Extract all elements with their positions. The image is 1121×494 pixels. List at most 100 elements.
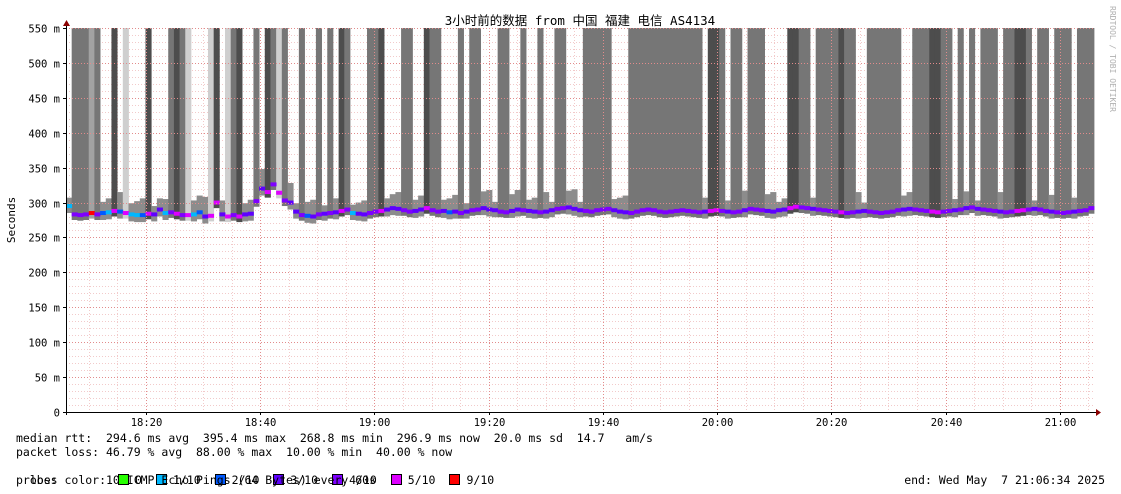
- smoke-band: [88, 28, 95, 219]
- smoke-band: [105, 198, 112, 220]
- smoke-band: [457, 28, 464, 219]
- smoke-band: [702, 197, 709, 219]
- smoke-band: [781, 198, 788, 217]
- median-rtt-segment: [952, 208, 959, 213]
- loss-legend-item: 4/10: [332, 473, 377, 487]
- y-axis-arrow-icon: [63, 20, 70, 26]
- smoke-band: [423, 28, 430, 214]
- smoke-band: [878, 28, 885, 219]
- smoke-band: [736, 28, 743, 218]
- smoke-band: [792, 28, 800, 213]
- smoke-band: [628, 28, 635, 219]
- smoke-band: [253, 28, 260, 207]
- smoke-band: [509, 194, 516, 218]
- median-rtt-segment: [457, 211, 464, 216]
- median-rtt-segment: [940, 209, 947, 214]
- median-rtt-segment: [526, 208, 533, 213]
- smoke-band: [849, 28, 856, 218]
- smoke-band: [696, 28, 703, 218]
- median-rtt-segment: [406, 209, 413, 214]
- median-rtt-segment: [315, 212, 322, 217]
- median-rtt-segment: [838, 210, 845, 215]
- smoke-band: [168, 28, 175, 218]
- smoke-band: [707, 28, 714, 217]
- y-tick-label: 50 m: [35, 373, 60, 385]
- median-rtt-segment: [151, 212, 158, 217]
- median-rtt-segment: [832, 209, 839, 214]
- median-rtt-segment: [917, 208, 925, 213]
- y-tick-label: 450 m: [28, 94, 60, 106]
- loss-color-legend: loss color: 0 1/10 2/10 3/10 4/10 5/10 9/10: [16, 459, 508, 487]
- smoke-band: [639, 28, 646, 216]
- median-rtt-segment: [844, 211, 851, 216]
- median-rtt-segment: [827, 208, 834, 213]
- median-rtt-segment: [190, 212, 198, 217]
- smoke-band: [730, 28, 737, 218]
- median-rtt-segment: [668, 209, 675, 214]
- smoke-band: [679, 28, 686, 216]
- smoke-band: [196, 195, 203, 220]
- median-rtt-segment: [679, 208, 686, 213]
- median-rtt-segment: [605, 206, 612, 211]
- smoke-band: [100, 201, 107, 220]
- median-rtt-segment: [986, 208, 993, 213]
- smoke-band: [889, 28, 896, 218]
- x-tick-label: 20:00: [702, 417, 734, 429]
- y-tick-label: 0: [54, 408, 60, 420]
- smoke-band: [1037, 28, 1044, 216]
- median-rtt-segment: [66, 204, 73, 209]
- smoke-band: [344, 28, 351, 216]
- median-rtt-segment: [372, 209, 379, 214]
- smoke-band: [582, 28, 589, 217]
- smoke-band: [622, 195, 629, 220]
- median-rtt-segment: [338, 208, 345, 213]
- smoke-band: [798, 28, 805, 214]
- smoke-band: [281, 28, 288, 207]
- median-rtt-segment: [616, 209, 623, 214]
- smoke-band: [758, 28, 765, 216]
- smoke-band: [230, 28, 237, 221]
- smoke-band: [412, 199, 419, 218]
- smoke-band: [384, 198, 391, 217]
- smoke-band: [770, 192, 777, 219]
- median-rtt-segment: [957, 207, 964, 212]
- median-rtt-segment: [378, 208, 385, 213]
- smoke-band: [1065, 28, 1072, 218]
- smoke-band: [929, 28, 936, 218]
- median-rtt-segment: [139, 213, 146, 218]
- smoke-band: [111, 28, 118, 217]
- smoke-band: [83, 28, 90, 220]
- smoke-band: [270, 28, 277, 190]
- smoke-band: [872, 28, 879, 218]
- median-rtt-segment: [531, 209, 538, 214]
- smoke-band: [599, 28, 606, 216]
- y-tick-label: 550 m: [28, 24, 60, 36]
- smoke-band: [134, 201, 141, 223]
- smoke-band: [815, 28, 822, 216]
- median-rtt-segment: [1042, 208, 1049, 213]
- median-rtt-segment: [724, 209, 731, 214]
- median-rtt-segment: [446, 210, 453, 215]
- median-rtt-segment: [94, 212, 101, 217]
- median-rtt-segment: [889, 209, 896, 214]
- median-rtt-segment: [633, 209, 641, 214]
- smoke-band: [605, 28, 612, 215]
- median-rtt-segment: [423, 206, 430, 211]
- smoke-band: [469, 28, 476, 216]
- smoke-band: [1059, 28, 1066, 219]
- smoke-band: [247, 199, 254, 221]
- median-rtt-segment: [1048, 209, 1055, 214]
- median-rtt-segment: [554, 206, 561, 211]
- x-tick-label: 19:40: [588, 417, 620, 429]
- median-rtt-segment: [128, 212, 135, 217]
- smoke-band: [304, 201, 311, 223]
- smoke-band: [952, 199, 959, 218]
- median-rtt-segment: [349, 211, 357, 216]
- smoke-band: [327, 28, 334, 219]
- smoke-band: [225, 28, 232, 223]
- median-rtt-segment: [332, 210, 340, 215]
- smoke-band: [526, 199, 533, 218]
- end-time: end: Wed May 7 21:06:34 2025: [904, 473, 1105, 487]
- median-rtt-segment: [173, 211, 180, 216]
- y-tick-label: 500 m: [28, 59, 60, 71]
